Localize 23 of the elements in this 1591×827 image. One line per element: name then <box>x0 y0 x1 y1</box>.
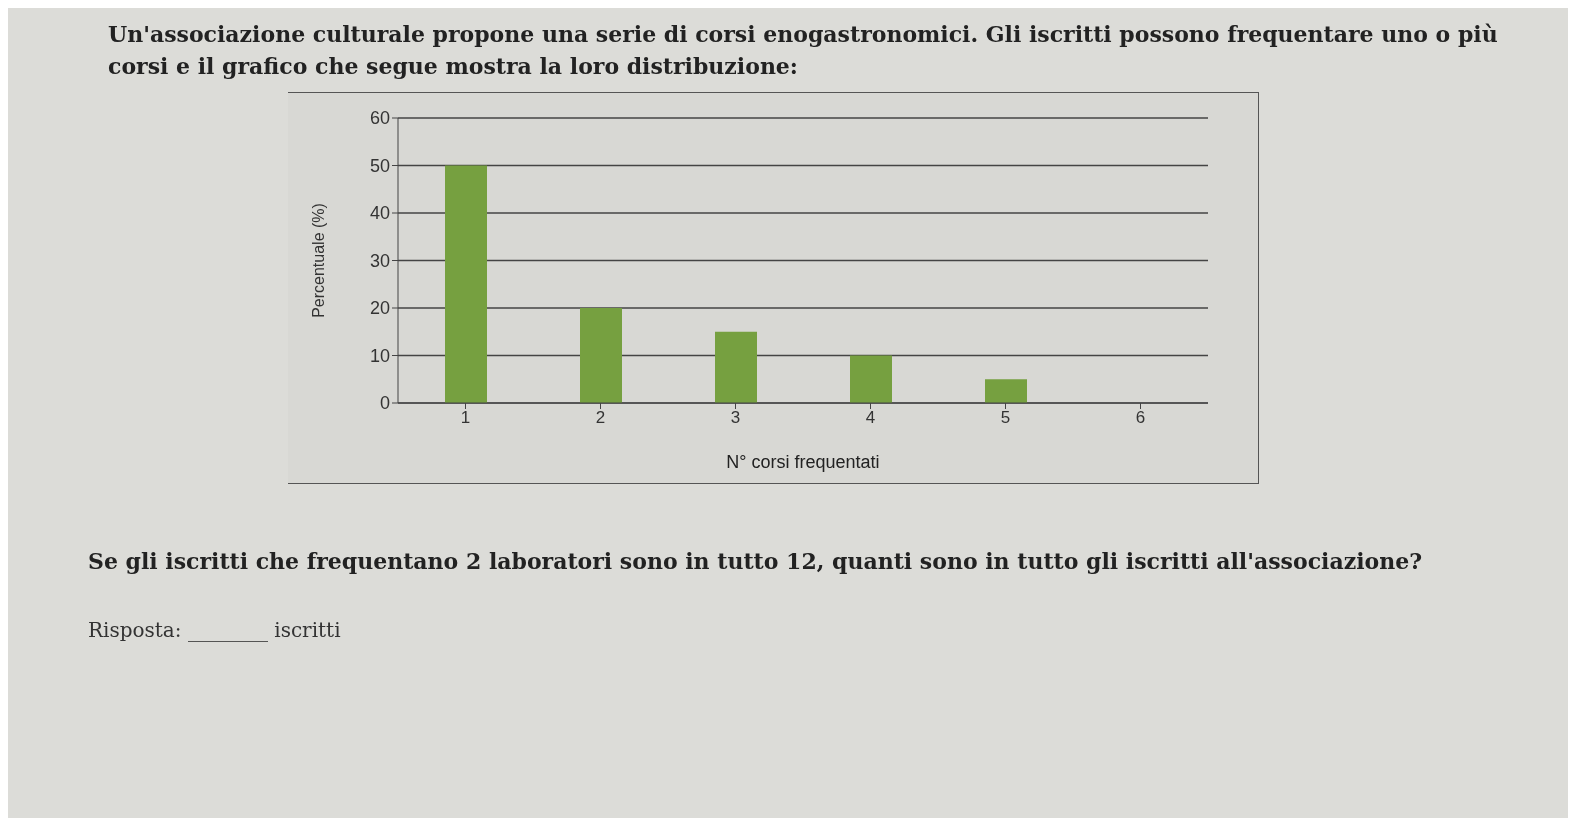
x-tick-label: 2 <box>595 408 606 428</box>
y-tick-label: 50 <box>369 155 390 176</box>
bar <box>580 308 622 403</box>
y-tick-label: 40 <box>369 203 390 224</box>
bar <box>850 355 892 403</box>
y-tick-label: 10 <box>369 345 390 366</box>
x-tick-label: 1 <box>460 408 471 428</box>
text: Se gli iscritti che frequentano 2 laboratori sono in tutto 12, quanti sono in tutto gli iscritti all'associazione? <box>88 547 1424 576</box>
bar <box>985 379 1027 403</box>
y-axis-title: Percentuale (%) <box>309 203 327 318</box>
bar <box>445 165 487 403</box>
x-tick-label: 5 <box>1000 408 1011 428</box>
text: Risposta: ________ iscritti <box>88 618 342 642</box>
bar <box>715 331 757 403</box>
y-tick-label: 60 <box>369 108 390 129</box>
x-axis-title: N° corsi frequentati <box>726 452 880 472</box>
y-tick-label: 0 <box>379 393 390 414</box>
x-tick-label: 4 <box>865 408 876 428</box>
chart-title: Un'associazione culturale propone una serie di corsi enogastronomici. Gli iscritti possono frequentare uno o più corsi e il grafico che segue mostra la loro distribuzione: <box>108 20 1499 81</box>
y-tick-label: 20 <box>369 298 390 319</box>
x-tick-label: 3 <box>730 408 741 428</box>
y-tick-label: 30 <box>369 250 390 271</box>
x-tick-label: 6 <box>1135 408 1146 428</box>
